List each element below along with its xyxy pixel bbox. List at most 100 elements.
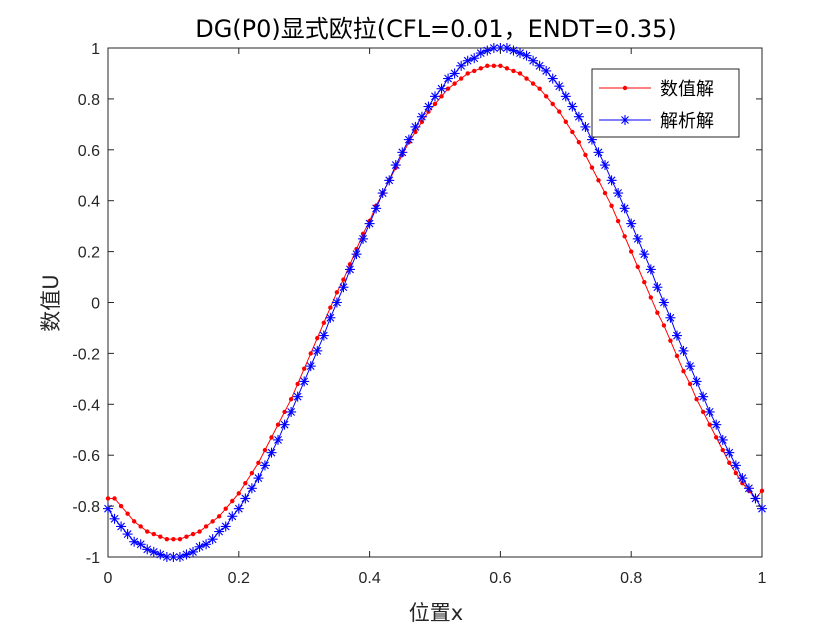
data-point: [220, 521, 231, 532]
marker-stroke: [601, 161, 609, 169]
marker-stroke: [319, 331, 328, 340]
marker-stroke: [516, 49, 524, 58]
data-point: [203, 524, 209, 529]
legend-box: [591, 68, 740, 138]
data-point: [436, 83, 447, 94]
x-axis-label: 位置x: [409, 601, 463, 625]
data-point: [626, 218, 637, 229]
marker-stroke: [378, 189, 387, 197]
data-point: [371, 203, 382, 214]
marker-stroke: [751, 494, 760, 503]
data-point: [443, 73, 454, 84]
data-point: [517, 71, 523, 76]
marker-stroke: [607, 176, 616, 185]
data-point: [240, 493, 251, 504]
data-point: [233, 503, 244, 514]
data-point: [543, 94, 549, 99]
data-point: [410, 121, 421, 132]
marker-stroke: [359, 234, 367, 243]
y-tick-label: -0.6: [72, 448, 100, 465]
data-point: [158, 534, 163, 539]
marker-stroke: [208, 535, 217, 544]
data-point: [717, 434, 728, 445]
legend-swatch-marker: [622, 85, 628, 91]
marker-stroke: [372, 204, 381, 213]
marker-stroke: [594, 148, 603, 157]
data-point: [511, 68, 516, 74]
data-point: [190, 531, 196, 537]
data-point: [197, 529, 202, 534]
marker-stroke: [339, 283, 348, 292]
data-point: [164, 536, 170, 542]
marker-stroke: [620, 204, 629, 213]
marker-stroke: [529, 56, 538, 65]
data-point: [711, 419, 722, 430]
data-point: [122, 529, 133, 540]
data-point: [145, 529, 150, 534]
marker-stroke: [149, 547, 158, 556]
data-point: [390, 160, 401, 171]
marker-stroke: [633, 234, 642, 243]
data-point: [243, 480, 248, 486]
marker-stroke: [568, 102, 577, 111]
data-point: [724, 447, 735, 458]
data-point: [227, 511, 238, 522]
data-point: [315, 335, 320, 341]
marker-stroke: [731, 461, 740, 470]
data-point: [109, 513, 120, 524]
x-axis: 0 0.2 0.4 0.6 0.8 1: [104, 48, 767, 587]
data-point: [648, 295, 654, 300]
data-point: [397, 147, 408, 158]
data-point: [275, 422, 281, 427]
data-point: [576, 139, 582, 145]
data-point: [230, 498, 235, 504]
marker-stroke: [247, 484, 256, 493]
marker-stroke: [162, 553, 171, 561]
marker-stroke: [659, 298, 668, 307]
x-tick-label: 0.2: [228, 570, 250, 587]
data-point: [528, 55, 539, 66]
data-point: [138, 524, 143, 529]
data-point: [171, 536, 176, 542]
series-layer: [103, 43, 767, 562]
marker-stroke: [627, 219, 636, 228]
marker-stroke: [470, 54, 479, 63]
data-point: [351, 249, 362, 260]
data-point: [286, 406, 297, 417]
data-point: [563, 119, 568, 125]
data-point: [253, 473, 264, 484]
x-tick-label: 0.6: [489, 570, 511, 587]
marker-stroke: [758, 504, 766, 513]
marker-stroke: [614, 189, 623, 197]
data-point: [485, 63, 490, 69]
marker-stroke: [692, 377, 701, 386]
data-point: [266, 447, 277, 458]
marker-stroke: [300, 377, 309, 386]
data-point: [416, 111, 427, 122]
data-point: [530, 81, 536, 86]
y-tick-label: -0.2: [72, 346, 100, 363]
data-point: [733, 470, 739, 476]
data-point: [639, 249, 650, 260]
marker-stroke: [417, 112, 426, 121]
data-point: [207, 534, 218, 545]
marker-stroke: [424, 102, 433, 111]
marker-stroke: [621, 116, 629, 124]
marker-stroke: [241, 494, 250, 503]
data-point: [704, 406, 715, 417]
marker-stroke: [718, 436, 727, 444]
data-point: [757, 503, 767, 514]
data-point: [210, 519, 215, 524]
data-point: [188, 546, 199, 557]
data-point: [262, 447, 268, 453]
marker-stroke: [450, 69, 459, 78]
data-point: [472, 68, 477, 74]
data-point: [364, 218, 375, 229]
data-point: [318, 330, 329, 341]
y-tick-label: -0.8: [72, 499, 100, 516]
marker-stroke: [431, 92, 439, 101]
data-point: [615, 218, 621, 224]
data-point: [201, 539, 212, 550]
marker-stroke: [679, 346, 688, 355]
marker-stroke: [509, 46, 518, 55]
